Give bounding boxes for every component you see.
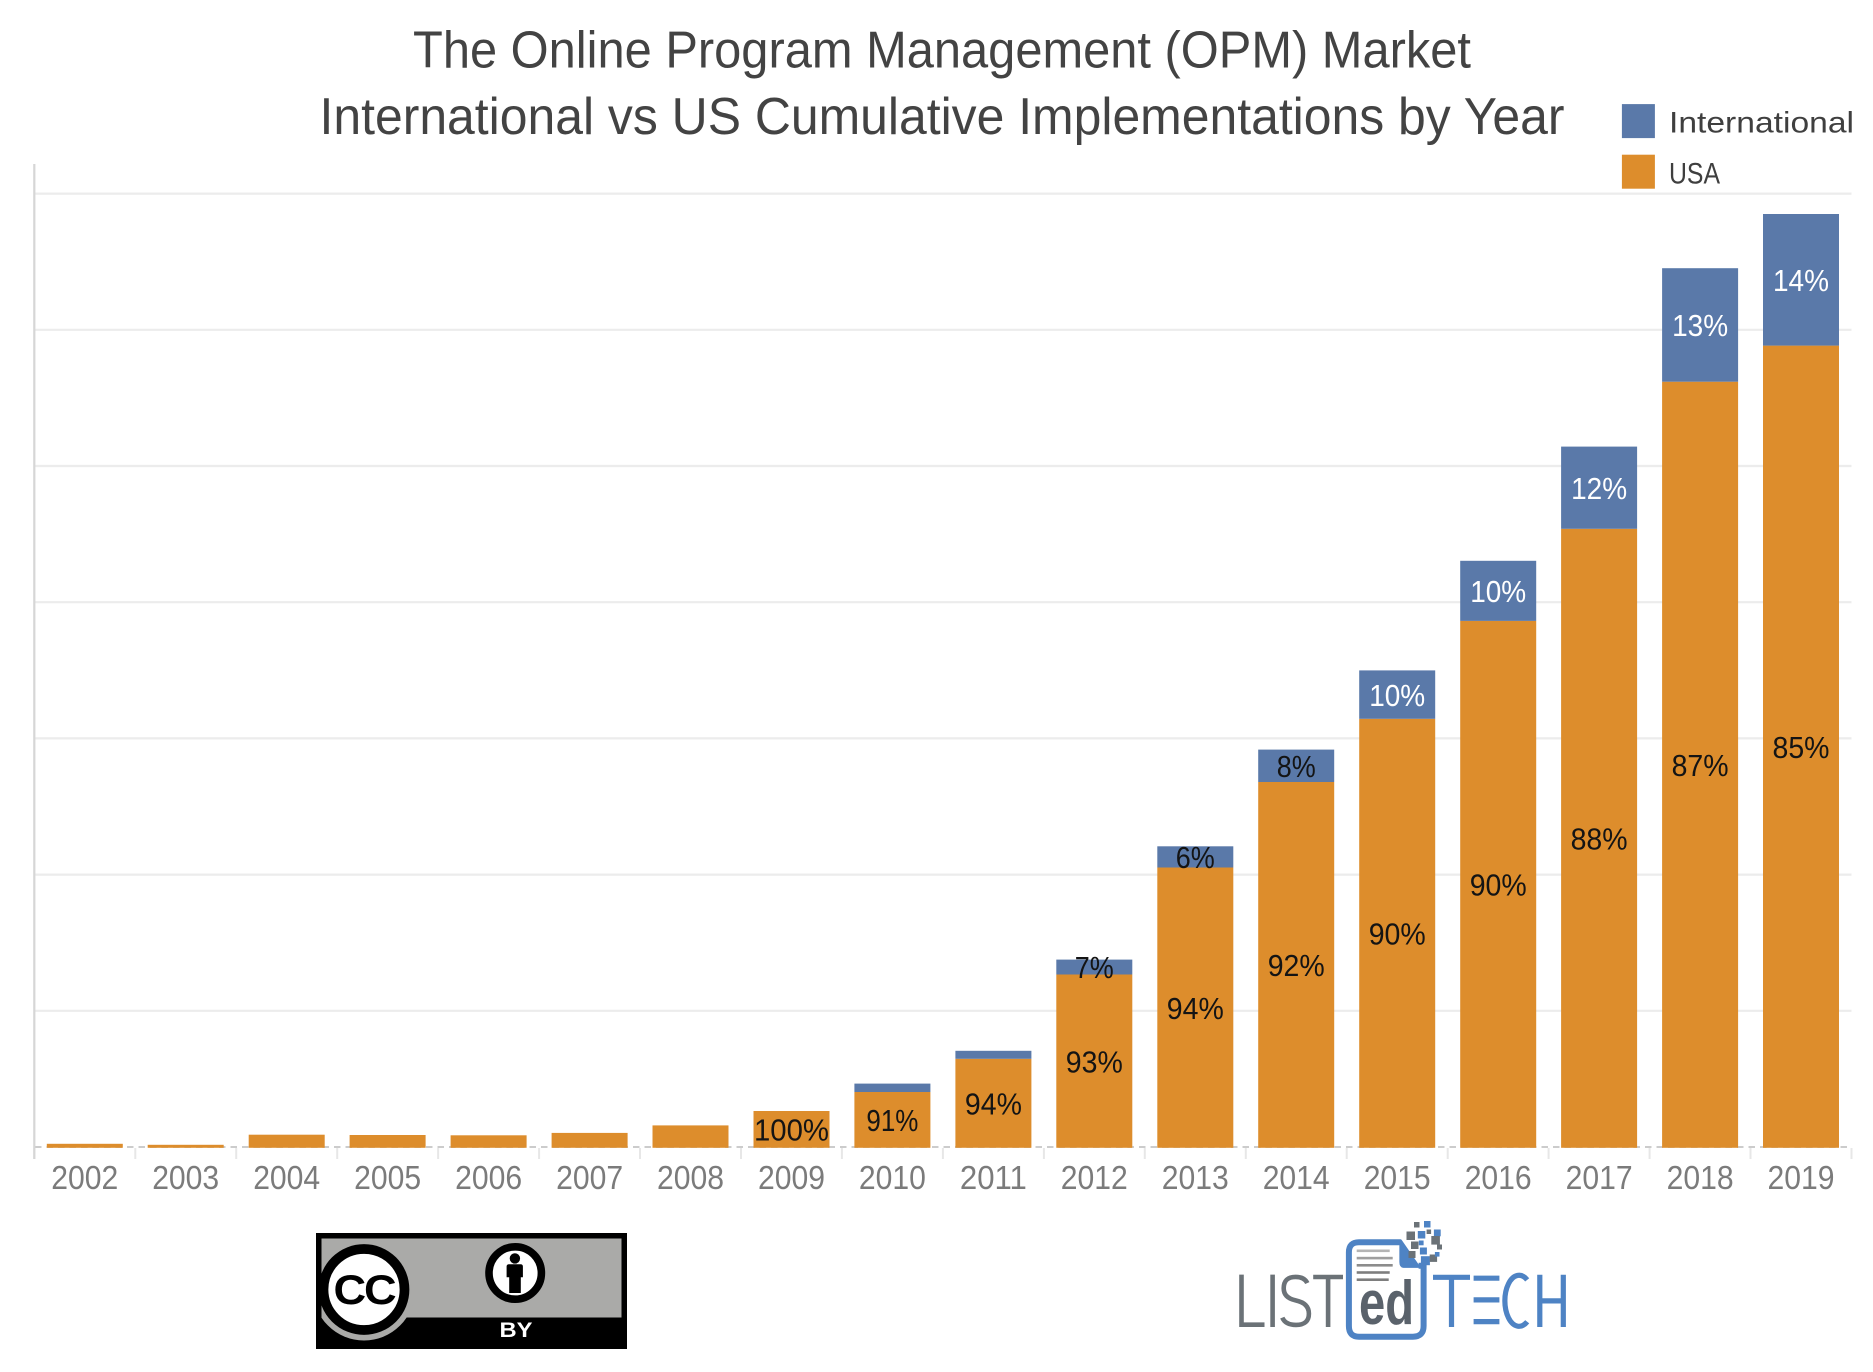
- svg-text:2017: 2017: [1566, 1159, 1633, 1196]
- svg-text:International vs US Cumulative: International vs US Cumulative Implement…: [320, 88, 1565, 146]
- svg-text:2002: 2002: [51, 1159, 118, 1196]
- svg-text:BY: BY: [500, 1318, 533, 1342]
- svg-text:2013: 2013: [1162, 1159, 1229, 1196]
- svg-text:6%: 6%: [1176, 840, 1215, 875]
- svg-text:2008: 2008: [657, 1159, 724, 1196]
- svg-text:8%: 8%: [1277, 749, 1316, 784]
- svg-text:2019: 2019: [1768, 1159, 1835, 1196]
- svg-text:The Online Program Management: The Online Program Management (OPM) Mark…: [413, 22, 1472, 80]
- svg-text:2015: 2015: [1364, 1159, 1431, 1196]
- svg-text:94%: 94%: [1167, 991, 1224, 1026]
- svg-text:92%: 92%: [1268, 948, 1325, 983]
- svg-text:2009: 2009: [758, 1159, 825, 1196]
- svg-text:90%: 90%: [1369, 917, 1426, 952]
- svg-text:2010: 2010: [859, 1159, 926, 1196]
- svg-text:ed: ed: [1359, 1269, 1414, 1338]
- svg-text:10%: 10%: [1470, 574, 1526, 609]
- svg-text:91%: 91%: [866, 1103, 918, 1138]
- svg-text:CC: CC: [334, 1266, 397, 1313]
- svg-text:10%: 10%: [1369, 678, 1425, 713]
- svg-text:94%: 94%: [965, 1087, 1022, 1122]
- svg-text:85%: 85%: [1773, 730, 1830, 765]
- svg-text:90%: 90%: [1470, 868, 1527, 903]
- svg-text:100%: 100%: [754, 1113, 829, 1148]
- svg-text:2005: 2005: [354, 1159, 421, 1196]
- svg-text:2018: 2018: [1667, 1159, 1734, 1196]
- svg-text:2003: 2003: [152, 1159, 219, 1196]
- svg-text:2016: 2016: [1465, 1159, 1532, 1196]
- svg-text:2006: 2006: [455, 1159, 522, 1196]
- svg-text:International: International: [1669, 107, 1854, 140]
- svg-text:USA: USA: [1669, 158, 1720, 191]
- svg-text:88%: 88%: [1571, 822, 1628, 857]
- svg-text:93%: 93%: [1066, 1044, 1123, 1079]
- svg-text:7%: 7%: [1075, 950, 1114, 985]
- svg-text:2011: 2011: [960, 1159, 1027, 1196]
- svg-text:87%: 87%: [1672, 748, 1729, 783]
- svg-text:2007: 2007: [556, 1159, 623, 1196]
- svg-text:12%: 12%: [1571, 471, 1627, 506]
- svg-text:2004: 2004: [253, 1159, 320, 1196]
- svg-text:13%: 13%: [1672, 308, 1728, 343]
- svg-text:2014: 2014: [1263, 1159, 1330, 1196]
- svg-text:14%: 14%: [1773, 263, 1829, 298]
- svg-text:2012: 2012: [1061, 1159, 1128, 1196]
